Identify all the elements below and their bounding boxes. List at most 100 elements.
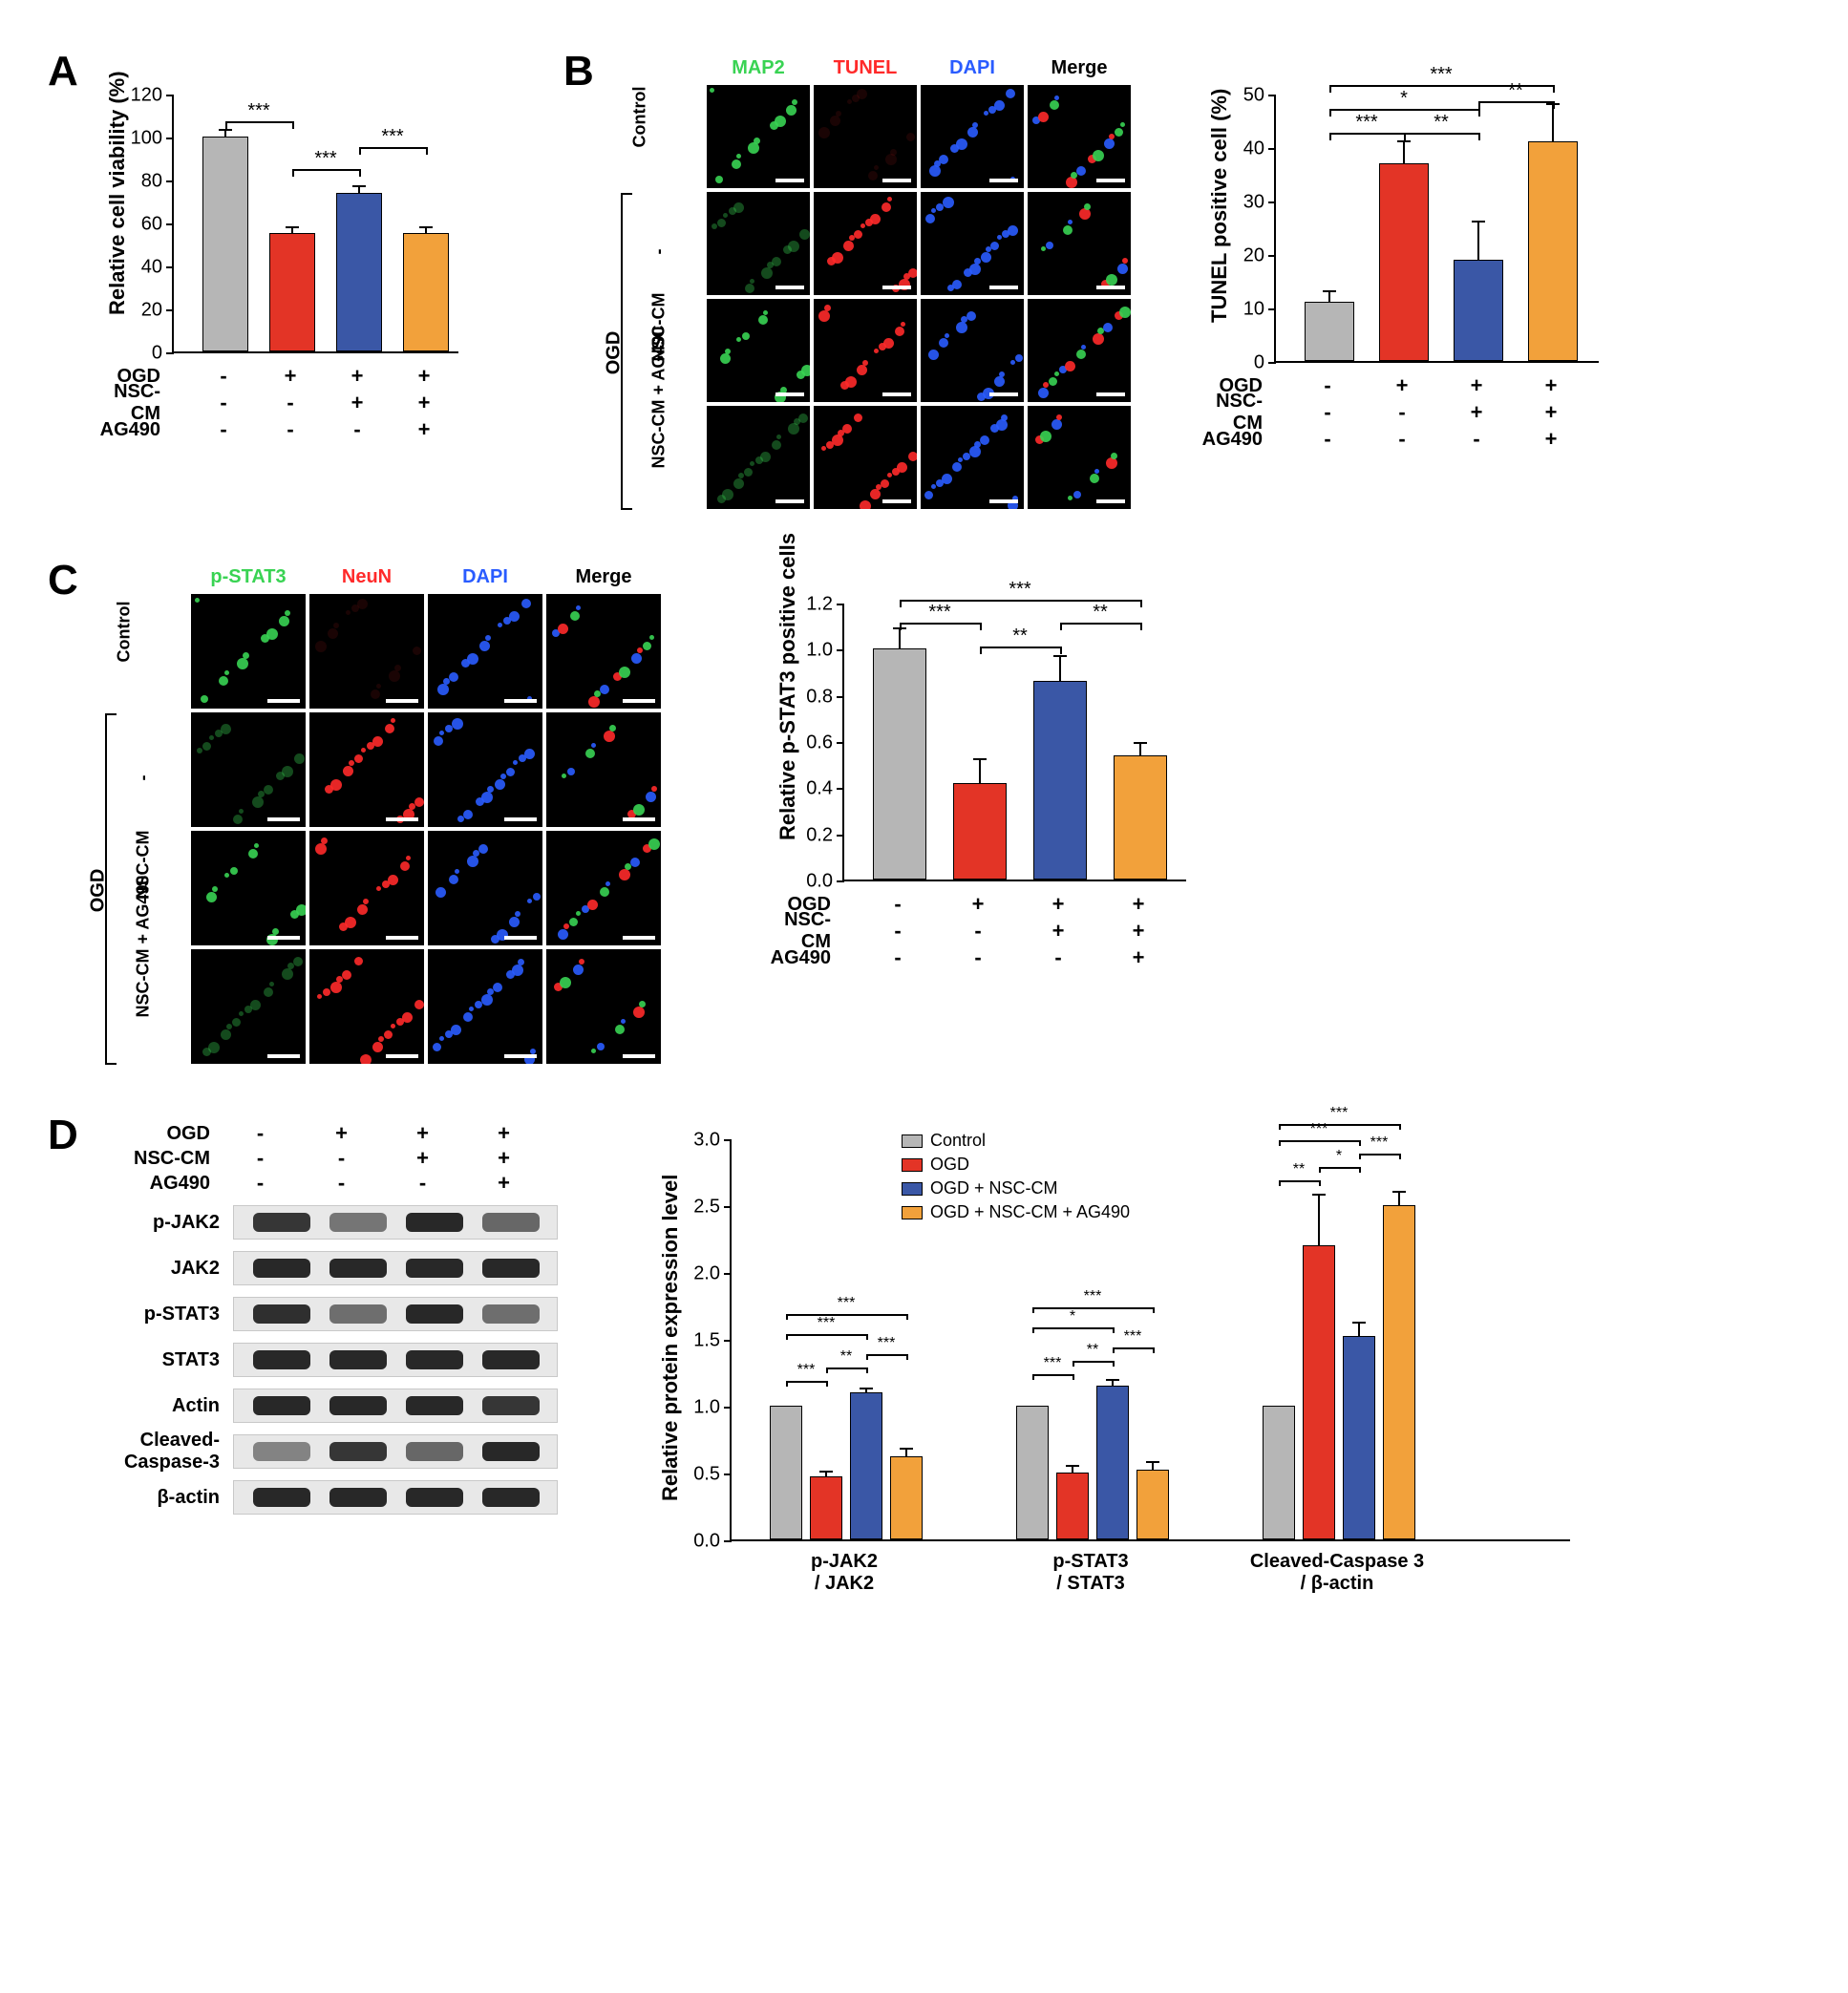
fluorescent-spot xyxy=(414,1000,424,1009)
fluorescent-spot xyxy=(943,197,954,208)
wb-protein-label: Cleaved-Caspase-3 xyxy=(86,1434,220,1469)
micro-col-header: MAP2 xyxy=(707,57,810,79)
fluorescent-spot xyxy=(750,461,754,466)
error-bar xyxy=(1112,1381,1114,1387)
condition-row: NSC-CM--++ xyxy=(756,918,1196,944)
fluorescent-spot xyxy=(524,749,535,759)
sig-tick xyxy=(1478,133,1480,140)
fluorescent-spot xyxy=(1106,274,1117,286)
micro-cell xyxy=(814,406,917,509)
condition-cell: - xyxy=(1290,373,1365,398)
fluorescent-spot xyxy=(388,875,398,885)
fluorescent-spot xyxy=(990,242,999,250)
fluorescent-spot xyxy=(264,785,273,795)
fluorescent-spot xyxy=(434,736,443,746)
fluorescent-spot xyxy=(1073,491,1081,498)
fluorescent-spot xyxy=(573,965,584,975)
condition-cell: + xyxy=(324,364,391,389)
sig-text: *** xyxy=(1355,112,1377,134)
fluorescent-spot xyxy=(212,886,218,892)
error-cap xyxy=(819,1471,833,1473)
row-c: C p-STAT3NeuNDAPIMergeControl-NSC-CMNSC-… xyxy=(86,566,1762,1064)
fluorescent-spot xyxy=(1038,112,1049,122)
fluorescent-spot xyxy=(406,856,411,860)
ytick-label: 10 xyxy=(1243,299,1276,321)
fluorescent-spot xyxy=(736,154,741,159)
condition-cell: + xyxy=(938,892,1018,917)
fluorescent-spot xyxy=(854,413,862,422)
wb-band xyxy=(329,1396,387,1415)
fluorescent-spot xyxy=(515,911,520,917)
fluorescent-spot xyxy=(533,893,541,901)
condition-rows: OGD-+++NSC-CM--++AG490---+ xyxy=(1188,372,1608,453)
ytick-label: 0 xyxy=(152,343,174,365)
wb-cond-cell: - xyxy=(220,1121,301,1146)
condition-cell: + xyxy=(257,364,324,389)
fluorescent-spot xyxy=(437,684,449,695)
bar xyxy=(770,1406,802,1539)
fluorescent-spot xyxy=(495,779,505,790)
scale-bar-icon xyxy=(1096,286,1125,289)
sig-tick xyxy=(866,1368,868,1373)
condition-label: AG490 xyxy=(1188,429,1274,451)
wb-band xyxy=(482,1488,540,1507)
fluorescent-spot xyxy=(733,202,744,213)
fluorescent-spot xyxy=(282,968,293,980)
micro-cell xyxy=(546,594,661,709)
error-cap xyxy=(1312,1194,1326,1196)
fluorescent-spot xyxy=(467,653,478,665)
sig-tick xyxy=(1153,1307,1155,1313)
fluorescent-spot xyxy=(413,647,421,655)
condition-cell: - xyxy=(858,945,938,970)
condition-cell: + xyxy=(391,417,457,442)
panel-c: C p-STAT3NeuNDAPIMergeControl-NSC-CMNSC-… xyxy=(86,566,1762,1064)
fluorescent-spot xyxy=(272,928,279,935)
fluorescent-spot xyxy=(481,792,493,803)
sig-tick xyxy=(1399,1154,1401,1159)
y-axis-label: Relative cell viability (%) xyxy=(105,71,130,315)
ytick-label: 0.4 xyxy=(806,778,844,800)
fluorescent-spot xyxy=(493,983,502,992)
fluorescent-spot xyxy=(1065,361,1075,371)
y-axis-label: Relative protein expression level xyxy=(658,1175,683,1501)
scale-bar-icon xyxy=(882,392,911,396)
bar xyxy=(873,648,926,880)
fluorescent-spot xyxy=(243,652,249,659)
wb-band xyxy=(406,1259,463,1278)
condition-cell: - xyxy=(324,417,391,442)
fluorescent-spot xyxy=(1001,414,1008,421)
fluorescent-spot xyxy=(294,753,305,764)
fluorescent-spot xyxy=(748,142,759,154)
fluorescent-spot xyxy=(463,1012,473,1022)
bar xyxy=(403,233,449,351)
micro-cell xyxy=(546,712,661,827)
fluorescent-spot xyxy=(252,796,264,808)
fluorescent-spot xyxy=(1120,122,1125,127)
fluorescent-spot xyxy=(615,1025,625,1034)
sig-tick xyxy=(906,1354,908,1360)
wb-band xyxy=(406,1396,463,1415)
scale-bar-icon xyxy=(989,392,1018,396)
fluorescent-spot xyxy=(994,100,1005,111)
wb-band xyxy=(482,1304,540,1324)
fluorescent-spot xyxy=(736,337,741,342)
condition-cell: - xyxy=(190,364,257,389)
bar xyxy=(890,1456,923,1539)
fluorescent-spot xyxy=(323,988,330,996)
wb-band xyxy=(482,1350,540,1369)
fluorescent-spot xyxy=(1046,242,1053,249)
fluorescent-spot xyxy=(576,911,581,916)
scale-bar-icon xyxy=(504,936,537,940)
fluorescent-spot xyxy=(1038,388,1049,398)
sig-text: ** xyxy=(1434,112,1449,134)
wb-lanes xyxy=(233,1205,558,1515)
fluorescent-spot xyxy=(604,731,615,742)
ytick-label: 50 xyxy=(1243,85,1276,107)
fluorescent-spot xyxy=(775,116,786,127)
condition-cell: - xyxy=(190,417,257,442)
fluorescent-spot xyxy=(282,766,293,777)
sig-tick xyxy=(1140,623,1142,630)
ogd-label: OGD xyxy=(603,331,625,375)
bar xyxy=(1343,1336,1375,1539)
fluorescent-spot xyxy=(1111,453,1117,459)
